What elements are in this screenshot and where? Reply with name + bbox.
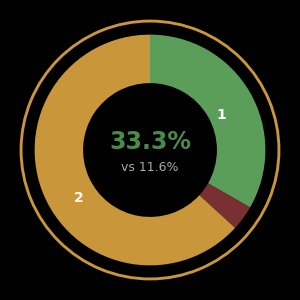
Text: 1: 1 [217,108,226,122]
Text: 2: 2 [74,191,83,206]
Text: vs 11.6%: vs 11.6% [121,161,179,174]
Wedge shape [150,34,266,208]
Wedge shape [20,20,281,281]
Wedge shape [34,34,235,266]
Text: 33.3%: 33.3% [109,130,191,154]
Wedge shape [200,183,250,228]
